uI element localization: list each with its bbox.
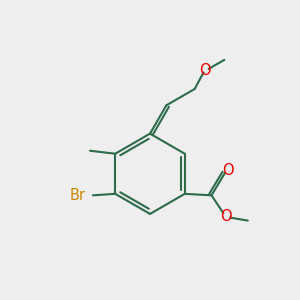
Text: O: O	[222, 163, 234, 178]
Text: O: O	[199, 64, 211, 79]
Text: Br: Br	[70, 188, 86, 203]
Text: O: O	[220, 208, 232, 224]
